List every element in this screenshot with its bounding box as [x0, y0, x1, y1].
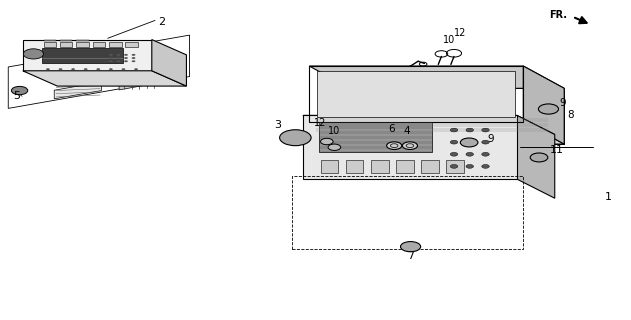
Polygon shape: [523, 66, 564, 144]
Circle shape: [117, 60, 121, 62]
Text: 6: 6: [388, 124, 395, 134]
Circle shape: [109, 57, 113, 59]
Circle shape: [124, 60, 128, 62]
Circle shape: [132, 57, 136, 59]
Circle shape: [451, 164, 458, 168]
Bar: [447, 160, 464, 173]
Circle shape: [481, 140, 489, 144]
Bar: [44, 40, 56, 42]
Bar: [346, 160, 363, 173]
Bar: [76, 43, 89, 47]
Text: FR.: FR.: [549, 10, 567, 20]
Circle shape: [466, 140, 473, 144]
Text: 9: 9: [559, 98, 565, 108]
Circle shape: [134, 68, 138, 70]
Bar: [371, 160, 389, 173]
Bar: [42, 48, 124, 63]
Bar: [44, 43, 56, 47]
Circle shape: [538, 104, 558, 114]
Text: 2: 2: [158, 17, 165, 28]
Circle shape: [401, 242, 421, 252]
Bar: [60, 40, 73, 42]
Text: 12: 12: [454, 28, 466, 37]
Polygon shape: [303, 116, 555, 134]
Circle shape: [124, 54, 128, 56]
Bar: [396, 160, 414, 173]
Circle shape: [466, 152, 473, 156]
Circle shape: [122, 68, 126, 70]
Circle shape: [530, 153, 548, 162]
Polygon shape: [23, 71, 186, 86]
Text: 10: 10: [328, 126, 341, 136]
Circle shape: [59, 68, 62, 70]
Text: 7: 7: [407, 251, 414, 260]
Text: 5: 5: [13, 91, 21, 101]
Circle shape: [84, 68, 88, 70]
Text: 10: 10: [443, 35, 455, 44]
Bar: [321, 160, 338, 173]
Bar: [76, 40, 89, 42]
Circle shape: [117, 54, 121, 56]
Circle shape: [280, 130, 311, 146]
Circle shape: [321, 138, 333, 145]
Polygon shape: [54, 82, 102, 99]
Text: 1: 1: [604, 192, 612, 202]
Circle shape: [466, 164, 473, 168]
Circle shape: [451, 128, 458, 132]
Text: 12: 12: [314, 118, 327, 128]
Circle shape: [466, 128, 473, 132]
Polygon shape: [23, 40, 152, 71]
Text: 11: 11: [550, 146, 563, 156]
Circle shape: [481, 164, 489, 168]
Circle shape: [403, 142, 418, 149]
Polygon shape: [309, 122, 564, 144]
Circle shape: [328, 144, 341, 150]
Text: 4: 4: [403, 126, 410, 136]
Bar: [93, 43, 105, 47]
Bar: [109, 43, 122, 47]
Polygon shape: [136, 64, 186, 83]
Circle shape: [23, 49, 44, 59]
Circle shape: [132, 54, 136, 56]
Bar: [317, 71, 515, 117]
Circle shape: [481, 128, 489, 132]
Circle shape: [46, 68, 50, 70]
Polygon shape: [119, 76, 158, 90]
Bar: [60, 43, 73, 47]
Circle shape: [387, 142, 402, 149]
Polygon shape: [309, 66, 564, 88]
Bar: [309, 66, 523, 122]
Circle shape: [481, 152, 489, 156]
Circle shape: [11, 86, 28, 95]
Circle shape: [71, 68, 75, 70]
Circle shape: [109, 68, 113, 70]
Polygon shape: [303, 116, 517, 179]
Circle shape: [109, 60, 113, 62]
Circle shape: [124, 57, 128, 59]
Bar: [319, 122, 432, 152]
Circle shape: [451, 140, 458, 144]
Text: 8: 8: [567, 110, 574, 120]
Circle shape: [132, 60, 136, 62]
Circle shape: [97, 68, 100, 70]
Bar: [126, 43, 138, 47]
Bar: [422, 160, 439, 173]
Circle shape: [109, 54, 113, 56]
Text: 3: 3: [274, 120, 281, 130]
Circle shape: [451, 152, 458, 156]
Polygon shape: [152, 40, 186, 86]
Polygon shape: [517, 116, 555, 198]
Polygon shape: [8, 35, 189, 108]
Text: 9: 9: [487, 134, 494, 144]
Circle shape: [460, 138, 478, 147]
Circle shape: [117, 57, 121, 59]
